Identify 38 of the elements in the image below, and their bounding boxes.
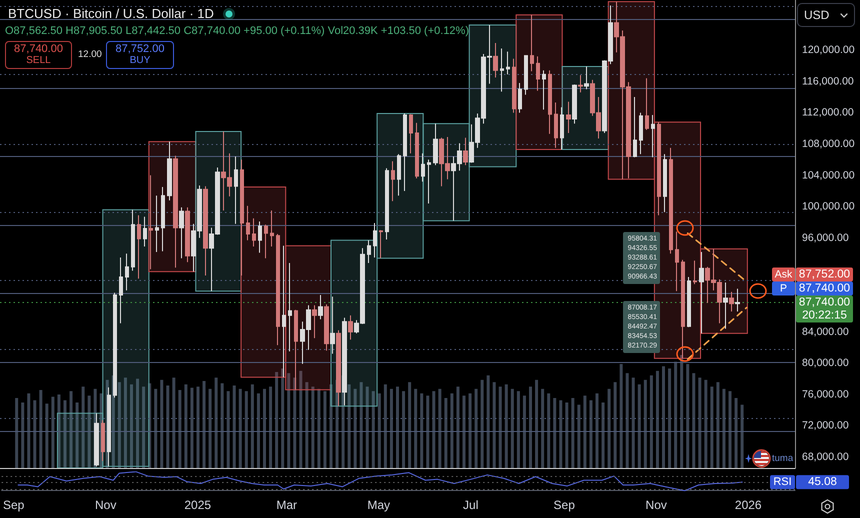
x-tick-label: 2025 xyxy=(184,498,212,512)
text: 87,740.00 xyxy=(798,282,850,295)
x-tick-label: Nov xyxy=(646,498,667,512)
y-tick-label: 120,000.00 xyxy=(802,44,855,56)
text: 20:22:15 xyxy=(802,310,847,322)
x-tick-label: Mar xyxy=(276,498,298,512)
text: O87,562.50 H87,905.50 L87,442.50 C87,740.00 +95.00 (+0.11%) Vol20.39K +103.50 (+0.12%) xyxy=(5,25,469,37)
y-tick-label: 96,000.00 xyxy=(802,232,849,244)
chart-title: RSI xyxy=(773,476,792,488)
y-tick-label: 68,000.00 xyxy=(802,451,849,464)
annotation: BUY xyxy=(128,55,152,67)
x-tick-label: May xyxy=(367,498,390,512)
x-tick-label: 2026 xyxy=(734,498,762,512)
text: BTCUSD · Bitcoin / U.S. Dollar · 1D xyxy=(8,6,214,21)
y-tick-label: 76,000.00 xyxy=(802,388,849,400)
text: USD xyxy=(804,8,830,22)
ref-line-label: 87,740.00 xyxy=(798,296,850,309)
annotation: SELL xyxy=(25,55,52,67)
y-tick-label: 104,000.00 xyxy=(802,169,855,182)
y-tick-label: 80,000.00 xyxy=(802,357,849,370)
y-tick-label: 100,000.00 xyxy=(802,200,855,213)
text: 45.08 xyxy=(808,476,837,488)
x-tick-label: Nov xyxy=(95,498,116,512)
annotation: tuma xyxy=(772,453,794,464)
text: 87,752.00 xyxy=(798,268,850,281)
y-tick-label: 112,000.00 xyxy=(802,106,854,119)
y-tick-label: 72,000.00 xyxy=(802,420,849,432)
x-tick-label: Sep xyxy=(554,498,576,512)
y-tick-label: 116,000.00 xyxy=(802,75,854,88)
annotation: P xyxy=(780,282,788,295)
x-tick-label: Sep xyxy=(2,498,25,512)
annotation: Ask xyxy=(774,268,793,281)
annotation: 12.00 xyxy=(78,49,102,60)
y-tick-label: 108,000.00 xyxy=(802,138,855,150)
x-tick-label: Jul xyxy=(463,498,478,512)
annotation: 87,752.00 xyxy=(114,43,166,55)
y-tick-label: 84,000.00 xyxy=(802,326,849,338)
annotation: 87,740.00 xyxy=(13,43,64,55)
